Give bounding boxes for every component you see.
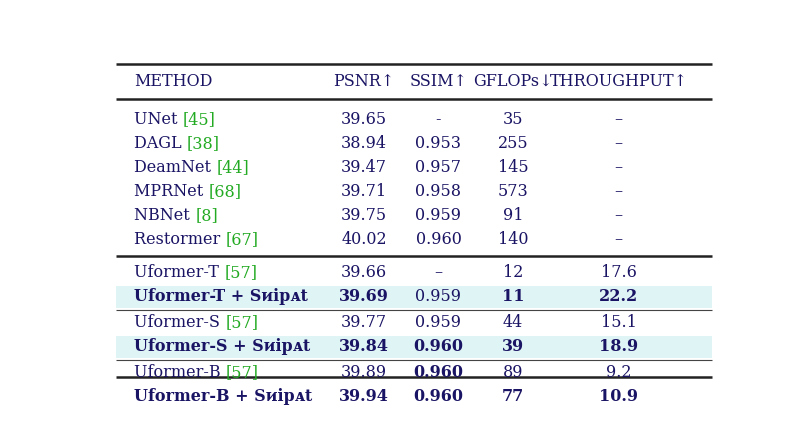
Text: 44: 44: [503, 314, 523, 331]
Text: Uformer-T + Sᴎipᴀt: Uformer-T + Sᴎipᴀt: [135, 288, 308, 305]
Text: [57]: [57]: [225, 314, 258, 331]
Text: [57]: [57]: [226, 364, 259, 381]
Text: DeamNet: DeamNet: [135, 159, 216, 176]
Text: –: –: [614, 111, 622, 128]
Text: [67]: [67]: [226, 231, 259, 248]
Text: [44]: [44]: [216, 159, 249, 176]
Text: Uformer-S + Sᴎipᴀt: Uformer-S + Sᴎipᴀt: [135, 338, 311, 355]
Text: NBNet: NBNet: [135, 207, 195, 224]
Text: 12: 12: [503, 265, 523, 281]
Text: 39.77: 39.77: [341, 314, 387, 331]
Bar: [115, 385, 711, 408]
Text: Uformer-T: Uformer-T: [135, 265, 224, 281]
Text: –: –: [614, 183, 622, 200]
Text: METHOD: METHOD: [135, 73, 212, 90]
Text: -: -: [436, 111, 441, 128]
Text: –: –: [434, 265, 442, 281]
Text: 39.66: 39.66: [341, 265, 387, 281]
Text: Restormer: Restormer: [135, 231, 226, 248]
Text: 0.960: 0.960: [413, 388, 464, 405]
Text: 39.84: 39.84: [339, 338, 389, 355]
Text: 77: 77: [501, 388, 524, 405]
Text: [57]: [57]: [224, 265, 257, 281]
Text: MPRNet: MPRNet: [135, 183, 208, 200]
Text: 39.71: 39.71: [341, 183, 387, 200]
Text: 573: 573: [497, 183, 529, 200]
Text: 0.960: 0.960: [413, 364, 464, 381]
Bar: [115, 286, 711, 308]
Text: 15.1: 15.1: [601, 314, 637, 331]
Text: 22.2: 22.2: [599, 288, 638, 305]
Text: 38.94: 38.94: [341, 135, 387, 152]
Text: 0.958: 0.958: [416, 183, 461, 200]
Text: Uformer-B: Uformer-B: [135, 364, 226, 381]
Text: 91: 91: [503, 207, 523, 224]
Text: 18.9: 18.9: [599, 338, 638, 355]
Text: –: –: [614, 207, 622, 224]
Text: 39.69: 39.69: [339, 288, 389, 305]
Text: 0.959: 0.959: [416, 207, 461, 224]
Text: 0.959: 0.959: [416, 288, 461, 305]
Text: [38]: [38]: [187, 135, 220, 152]
Text: PSNR↑: PSNR↑: [333, 73, 395, 90]
Text: 255: 255: [497, 135, 528, 152]
Text: 0.957: 0.957: [416, 159, 461, 176]
Text: UNet: UNet: [135, 111, 183, 128]
Bar: [115, 336, 711, 358]
Text: 39.94: 39.94: [339, 388, 389, 405]
Text: 17.6: 17.6: [601, 265, 637, 281]
Text: 39: 39: [502, 338, 524, 355]
Text: THROUGHPUT↑: THROUGHPUT↑: [549, 73, 687, 90]
Text: [68]: [68]: [208, 183, 242, 200]
Text: Uformer-B + Sᴎipᴀt: Uformer-B + Sᴎipᴀt: [135, 388, 312, 405]
Text: –: –: [614, 135, 622, 152]
Text: [8]: [8]: [195, 207, 218, 224]
Text: SSIM↑: SSIM↑: [409, 73, 468, 90]
Text: –: –: [614, 159, 622, 176]
Text: 145: 145: [497, 159, 528, 176]
Text: 0.960: 0.960: [416, 231, 461, 248]
Text: –: –: [614, 231, 622, 248]
Text: 40.02: 40.02: [341, 231, 387, 248]
Text: 10.9: 10.9: [599, 388, 638, 405]
Text: 0.959: 0.959: [416, 314, 461, 331]
Text: [45]: [45]: [183, 111, 215, 128]
Text: 39.65: 39.65: [341, 111, 387, 128]
Text: 39.89: 39.89: [341, 364, 387, 381]
Text: 35: 35: [503, 111, 523, 128]
Text: 39.75: 39.75: [341, 207, 387, 224]
Text: 39.47: 39.47: [341, 159, 387, 176]
Text: DAGL: DAGL: [135, 135, 187, 152]
Text: Uformer-S: Uformer-S: [135, 314, 225, 331]
Text: 140: 140: [497, 231, 528, 248]
Text: 0.960: 0.960: [413, 338, 464, 355]
Text: 89: 89: [503, 364, 523, 381]
Text: 0.953: 0.953: [416, 135, 461, 152]
Text: GFLOPs↓: GFLOPs↓: [473, 73, 553, 90]
Text: 9.2: 9.2: [606, 364, 631, 381]
Text: 11: 11: [501, 288, 524, 305]
